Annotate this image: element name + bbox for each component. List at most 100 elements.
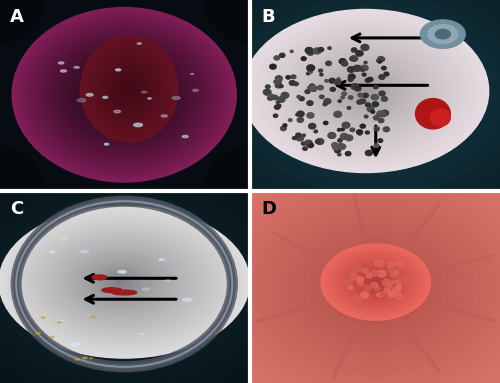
Ellipse shape [252, 16, 480, 166]
Ellipse shape [50, 251, 54, 253]
Ellipse shape [20, 219, 227, 345]
Ellipse shape [436, 29, 450, 39]
Ellipse shape [334, 253, 417, 311]
Ellipse shape [22, 15, 227, 175]
Circle shape [366, 131, 370, 134]
Circle shape [350, 57, 356, 61]
Circle shape [302, 134, 306, 136]
Circle shape [394, 293, 402, 299]
Circle shape [376, 293, 382, 297]
Ellipse shape [86, 41, 173, 137]
Circle shape [353, 65, 361, 71]
Ellipse shape [318, 59, 414, 123]
Ellipse shape [86, 93, 93, 96]
Circle shape [318, 47, 324, 52]
Ellipse shape [94, 71, 155, 119]
Ellipse shape [370, 278, 382, 286]
Ellipse shape [82, 258, 160, 306]
Ellipse shape [80, 250, 88, 253]
Ellipse shape [126, 85, 132, 93]
Circle shape [362, 268, 368, 273]
Circle shape [348, 78, 353, 81]
Circle shape [384, 288, 390, 293]
Ellipse shape [57, 243, 187, 321]
Circle shape [330, 87, 336, 91]
Ellipse shape [302, 49, 430, 133]
Ellipse shape [293, 43, 439, 139]
Ellipse shape [314, 57, 417, 125]
Ellipse shape [96, 73, 152, 117]
Ellipse shape [78, 59, 170, 131]
Ellipse shape [244, 193, 500, 382]
Circle shape [318, 69, 322, 72]
Circle shape [308, 123, 316, 129]
Circle shape [358, 93, 363, 97]
Text: C: C [10, 200, 23, 218]
Circle shape [342, 122, 350, 128]
Ellipse shape [78, 98, 86, 102]
Ellipse shape [37, 27, 212, 163]
Circle shape [310, 85, 317, 91]
Ellipse shape [256, 18, 476, 164]
Ellipse shape [342, 75, 389, 106]
Ellipse shape [24, 16, 225, 173]
Ellipse shape [89, 67, 160, 122]
Ellipse shape [106, 94, 500, 383]
Ellipse shape [342, 263, 410, 313]
Circle shape [310, 84, 315, 88]
Circle shape [358, 282, 364, 286]
Circle shape [374, 116, 379, 120]
Ellipse shape [122, 106, 500, 383]
Ellipse shape [428, 25, 458, 44]
Ellipse shape [325, 252, 426, 324]
Ellipse shape [38, 231, 206, 333]
Ellipse shape [114, 100, 500, 383]
Ellipse shape [69, 250, 174, 314]
Circle shape [364, 115, 368, 118]
Circle shape [316, 140, 320, 143]
Ellipse shape [52, 235, 197, 333]
Circle shape [360, 124, 366, 128]
Circle shape [288, 119, 292, 121]
Circle shape [386, 289, 392, 295]
Ellipse shape [301, 42, 450, 147]
Ellipse shape [292, 228, 459, 347]
Circle shape [307, 113, 314, 118]
Circle shape [275, 83, 282, 88]
Ellipse shape [32, 228, 213, 337]
Circle shape [320, 74, 323, 76]
Ellipse shape [171, 141, 500, 383]
Circle shape [274, 56, 280, 60]
Circle shape [276, 76, 282, 81]
Circle shape [316, 139, 324, 144]
Circle shape [272, 95, 278, 100]
Ellipse shape [118, 270, 126, 273]
Ellipse shape [327, 65, 404, 117]
Ellipse shape [349, 80, 383, 102]
Circle shape [290, 50, 293, 52]
Ellipse shape [64, 48, 184, 141]
Ellipse shape [268, 211, 483, 365]
Ellipse shape [107, 82, 142, 108]
Ellipse shape [72, 248, 177, 320]
Ellipse shape [74, 66, 79, 68]
Circle shape [378, 270, 386, 277]
Ellipse shape [326, 247, 426, 317]
Ellipse shape [328, 249, 424, 316]
Circle shape [341, 96, 344, 99]
Ellipse shape [121, 80, 138, 98]
Circle shape [266, 85, 270, 88]
Circle shape [354, 86, 361, 91]
Ellipse shape [103, 97, 108, 98]
Circle shape [392, 270, 398, 275]
Circle shape [348, 74, 355, 79]
Ellipse shape [36, 332, 40, 334]
Ellipse shape [0, 147, 44, 232]
Circle shape [348, 286, 353, 290]
Circle shape [350, 274, 357, 280]
Ellipse shape [58, 43, 191, 147]
Circle shape [334, 79, 341, 85]
Ellipse shape [30, 22, 218, 168]
Ellipse shape [61, 238, 68, 240]
Ellipse shape [330, 250, 422, 314]
